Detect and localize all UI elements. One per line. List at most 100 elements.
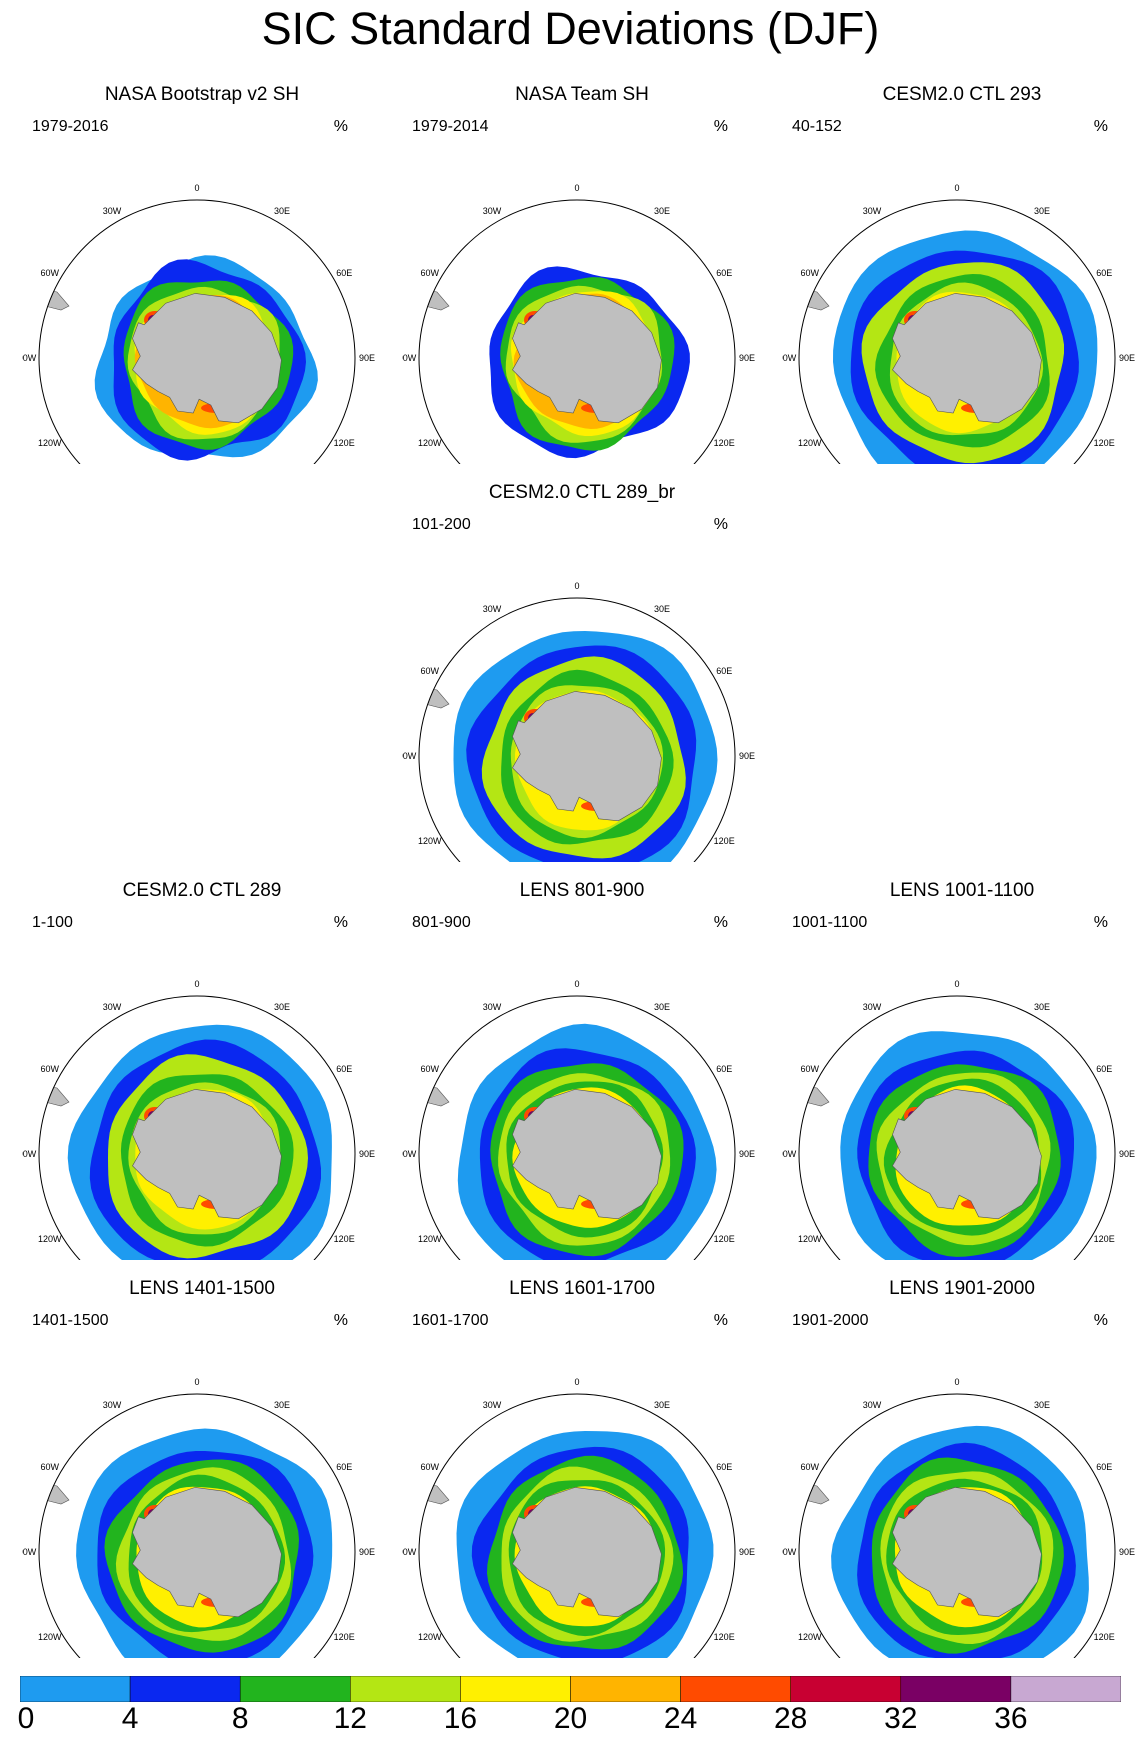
longitude-label: 120W <box>418 836 442 846</box>
longitude-label: 120W <box>38 1632 62 1642</box>
longitude-label: 0 <box>954 979 959 989</box>
longitude-label: 60W <box>801 1462 820 1472</box>
colorbar-swatch <box>239 1675 351 1703</box>
longitude-label: 90W <box>22 1547 37 1557</box>
longitude-label: 60E <box>336 1462 352 1472</box>
polar-map: 030E60E90E120E150E180150W120W90W60W30W <box>782 183 1135 464</box>
longitude-label: 30W <box>103 1400 122 1410</box>
panel-unit: % <box>333 118 348 135</box>
longitude-label: 90E <box>1119 1149 1135 1159</box>
longitude-label: 90E <box>1119 353 1135 363</box>
longitude-label: 60W <box>41 268 60 278</box>
south-america-tip <box>419 287 450 311</box>
map-boundary <box>38 995 356 1260</box>
panel-title: CESM2.0 CTL 293 <box>882 84 1042 105</box>
colorbar-swatch <box>900 1675 1012 1703</box>
longitude-label: 0 <box>194 183 199 193</box>
antarctica-landmass <box>132 293 282 424</box>
antarctica-landmass <box>892 293 1042 424</box>
map-panel: 030E60E90E120E150E180150W120W90W60W30WCE… <box>782 84 1141 464</box>
longitude-label: 0 <box>194 979 199 989</box>
longitude-label: 60W <box>41 1462 60 1472</box>
longitude-label: 90W <box>402 1547 417 1557</box>
colorbar-swatch <box>460 1675 571 1703</box>
longitude-label: 90W <box>402 1149 417 1159</box>
longitude-label: 0 <box>954 1377 959 1387</box>
colorbar-swatch <box>129 1675 241 1703</box>
longitude-label: 120W <box>798 1632 822 1642</box>
colorbar-tick-label: 20 <box>553 1702 588 1735</box>
map-panel: 030E60E90E120E150E180150W120W90W60W30WCE… <box>402 482 762 862</box>
longitude-label: 120W <box>418 1632 442 1642</box>
map-panel: 030E60E90E120E150E180150W120W90W60W30WLE… <box>402 1278 762 1658</box>
map-boundary <box>798 199 1116 464</box>
map-boundary <box>798 1393 1116 1658</box>
longitude-label: 60W <box>421 268 440 278</box>
longitude-label: 90W <box>782 353 797 363</box>
longitude-label: 90E <box>359 1547 375 1557</box>
panel-unit: % <box>713 1312 728 1329</box>
map-boundary <box>418 1393 736 1658</box>
map-boundary <box>418 199 736 464</box>
longitude-label: 90W <box>22 353 37 363</box>
longitude-label: 60E <box>716 268 732 278</box>
longitude-label: 0 <box>574 979 579 989</box>
south-america-tip <box>799 1083 830 1107</box>
longitude-label: 120W <box>38 438 62 448</box>
south-america-tip <box>39 287 70 311</box>
longitude-label: 60E <box>336 1064 352 1074</box>
longitude-label: 60W <box>801 268 820 278</box>
colorbar-tick-label: 28 <box>774 1702 808 1735</box>
longitude-label: 120E <box>334 1234 355 1244</box>
map-panel: 030E60E90E120E150E180150W120W90W60W30WCE… <box>22 880 382 1260</box>
polar-map: 030E60E90E120E150E180150W120W90W60W30W <box>402 183 755 464</box>
longitude-label: 30W <box>483 1400 502 1410</box>
antarctica-landmass <box>512 691 662 822</box>
panel-period: 1979-2016 <box>32 118 109 135</box>
longitude-label: 90E <box>1119 1547 1135 1557</box>
longitude-label: 120E <box>1094 438 1115 448</box>
longitude-label: 120E <box>334 438 355 448</box>
south-america-tip <box>799 1481 830 1505</box>
longitude-label: 90E <box>739 751 755 761</box>
longitude-label: 60W <box>421 666 440 676</box>
colorbar-swatch <box>680 1675 791 1703</box>
map-panel: 030E60E90E120E150E180150W120W90W60W30WLE… <box>402 880 762 1260</box>
antarctica-landmass <box>132 1089 282 1220</box>
panel-unit: % <box>713 516 728 533</box>
longitude-label: 60E <box>716 1064 732 1074</box>
longitude-label: 120W <box>38 1234 62 1244</box>
longitude-label: 60W <box>421 1462 440 1472</box>
colorbar <box>19 1675 1122 1703</box>
longitude-label: 30E <box>274 1002 290 1012</box>
panel-unit: % <box>333 914 348 931</box>
panel-title: NASA Bootstrap v2 SH <box>104 84 300 105</box>
antarctica-landmass <box>512 1487 662 1618</box>
longitude-label: 30E <box>274 1400 290 1410</box>
panel-unit: % <box>333 1312 348 1329</box>
panel-unit: % <box>1093 1312 1108 1329</box>
longitude-label: 30W <box>483 604 502 614</box>
panel-title: CESM2.0 CTL 289 <box>122 880 282 901</box>
longitude-label: 120E <box>714 1234 735 1244</box>
longitude-label: 90W <box>782 1149 797 1159</box>
polar-map: 030E60E90E120E150E180150W120W90W60W30W <box>22 979 375 1260</box>
polar-map: 030E60E90E120E150E180150W120W90W60W30W <box>402 979 755 1260</box>
map-boundary <box>38 199 356 464</box>
colorbar-swatch <box>19 1675 131 1703</box>
polar-map: 030E60E90E120E150E180150W120W90W60W30W <box>402 1377 755 1658</box>
colorbar-swatch <box>790 1675 902 1703</box>
longitude-label: 120E <box>714 1632 735 1642</box>
longitude-label: 120E <box>334 1632 355 1642</box>
longitude-label: 60E <box>1096 1064 1112 1074</box>
figure-title: SIC Standard Deviations (DJF) <box>261 3 880 54</box>
longitude-label: 90W <box>402 751 417 761</box>
panel-period: 1979-2014 <box>412 118 489 135</box>
antarctica-landmass <box>512 293 662 424</box>
longitude-label: 30W <box>483 1002 502 1012</box>
map-boundary <box>418 597 736 862</box>
colorbar-tick-label: 36 <box>994 1702 1028 1735</box>
longitude-label: 30E <box>1034 206 1050 216</box>
panel-period: 801-900 <box>412 914 471 931</box>
map-boundary <box>798 995 1116 1260</box>
